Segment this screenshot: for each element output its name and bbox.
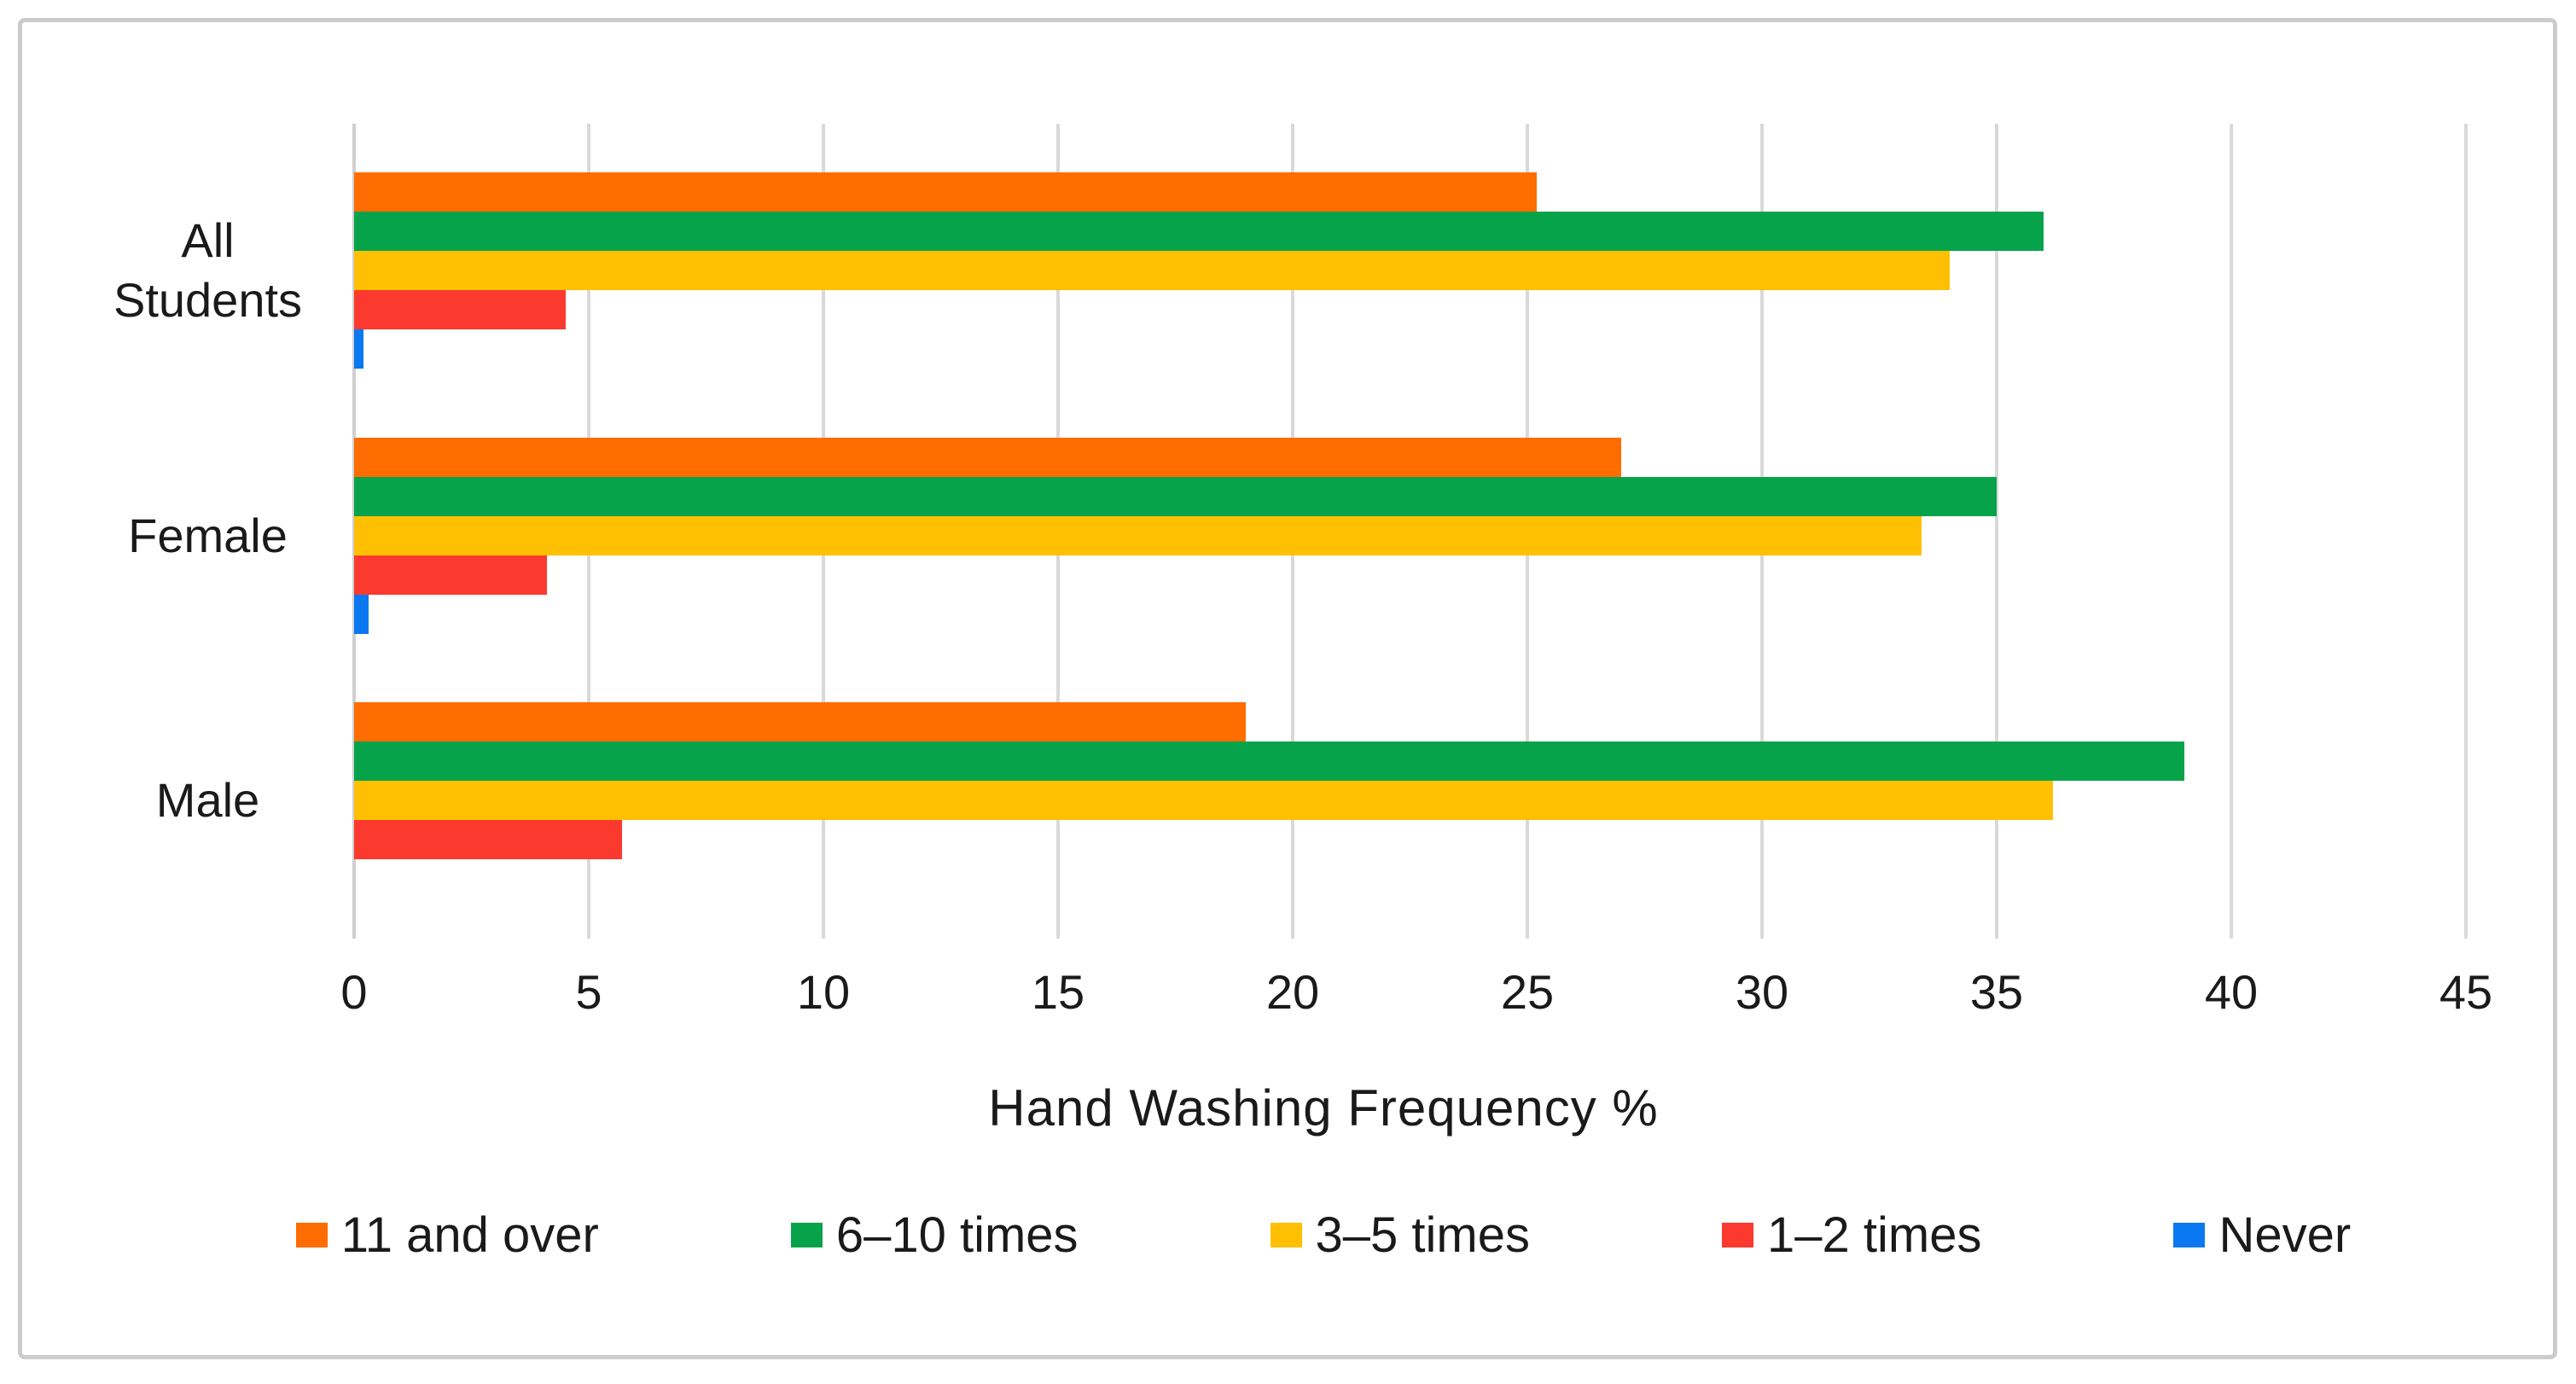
legend-swatch-11-and-over: [295, 1223, 328, 1247]
x-tick-label-30: 30: [1735, 965, 1789, 1019]
bar-all-students-11-and-over: [354, 172, 1537, 212]
legend-item-3-5-times: 3–5 times: [1270, 1207, 1531, 1264]
category-label-female: Female: [128, 509, 288, 562]
bar-all-students-6-10-times: [354, 212, 2044, 251]
bar-all-students-3-5-times: [354, 251, 1950, 290]
x-tick-label-10: 10: [796, 965, 851, 1019]
category-label-male: Male: [155, 773, 260, 827]
bar-female-11-and-over: [354, 438, 1621, 477]
chart-frame: All Students Female Male 0 5 10 15 20 25 30 35 40 4…: [18, 18, 2557, 1359]
legend-item-never: Never: [2173, 1207, 2351, 1264]
gridline-40: [2230, 124, 2233, 939]
x-axis-title: Hand Washing Frequency %: [988, 1079, 1659, 1137]
x-tick-label-0: 0: [340, 965, 368, 1019]
legend-item-11-and-over: 11 and over: [295, 1207, 599, 1264]
x-tick-label-25: 25: [1500, 965, 1555, 1019]
bar-male-1-2-times: [354, 820, 622, 859]
bar-female-1-2-times: [354, 555, 547, 595]
legend-label-1-2-times: 1–2 times: [1767, 1207, 1982, 1263]
bar-female-6-10-times: [354, 477, 1997, 516]
x-tick-label-5: 5: [575, 965, 602, 1019]
x-tick-label-40: 40: [2204, 965, 2259, 1019]
legend-swatch-6-10-times: [790, 1223, 823, 1247]
x-tick-label-20: 20: [1265, 965, 1320, 1019]
legend-item-6-10-times: 6–10 times: [790, 1207, 1079, 1264]
bar-male-3-5-times: [354, 781, 2053, 820]
bar-male-6-10-times: [354, 741, 2184, 781]
legend-label-3-5-times: 3–5 times: [1315, 1207, 1531, 1263]
bar-all-students-never: [354, 329, 363, 369]
legend-item-1-2-times: 1–2 times: [1722, 1207, 1981, 1264]
category-label-all-students: All Students: [113, 213, 303, 327]
bar-all-students-1-2-times: [354, 290, 566, 329]
legend-swatch-3-5-times: [1270, 1223, 1302, 1247]
gridline-45: [2464, 124, 2468, 939]
x-tick-label-35: 35: [1969, 965, 2024, 1019]
bar-female-never: [354, 595, 369, 634]
legend-label-6-10-times: 6–10 times: [835, 1207, 1079, 1263]
legend-label-11-and-over: 11 and over: [340, 1207, 599, 1263]
x-tick-label-45: 45: [2439, 965, 2493, 1019]
legend-label-never: Never: [2218, 1207, 2352, 1263]
legend-swatch-1-2-times: [1722, 1223, 1754, 1247]
plot-area: [352, 124, 2468, 939]
gridline-35: [1995, 124, 1998, 939]
x-tick-label-15: 15: [1031, 965, 1085, 1019]
bar-female-3-5-times: [354, 516, 1922, 555]
legend: 11 and over 6–10 times 3–5 times 1–2 times N…: [69, 1207, 2576, 1264]
legend-swatch-never: [2173, 1223, 2206, 1247]
bar-male-11-and-over: [354, 702, 1246, 741]
